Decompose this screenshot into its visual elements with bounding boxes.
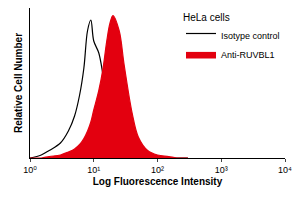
svg-text:10²: 10² — [151, 165, 164, 175]
svg-text:10⁰: 10⁰ — [23, 165, 37, 175]
svg-text:Log Fluorescence Intensity: Log Fluorescence Intensity — [93, 176, 223, 187]
svg-text:HeLa cells: HeLa cells — [183, 12, 230, 23]
svg-text:10¹: 10¹ — [87, 165, 100, 175]
svg-text:Isotype control: Isotype control — [221, 31, 280, 41]
svg-text:10⁴: 10⁴ — [278, 165, 292, 175]
svg-text:Anti-RUVBL1: Anti-RUVBL1 — [221, 50, 275, 60]
svg-text:Relative Cell Number: Relative Cell Number — [13, 33, 24, 133]
svg-text:10³: 10³ — [215, 165, 228, 175]
